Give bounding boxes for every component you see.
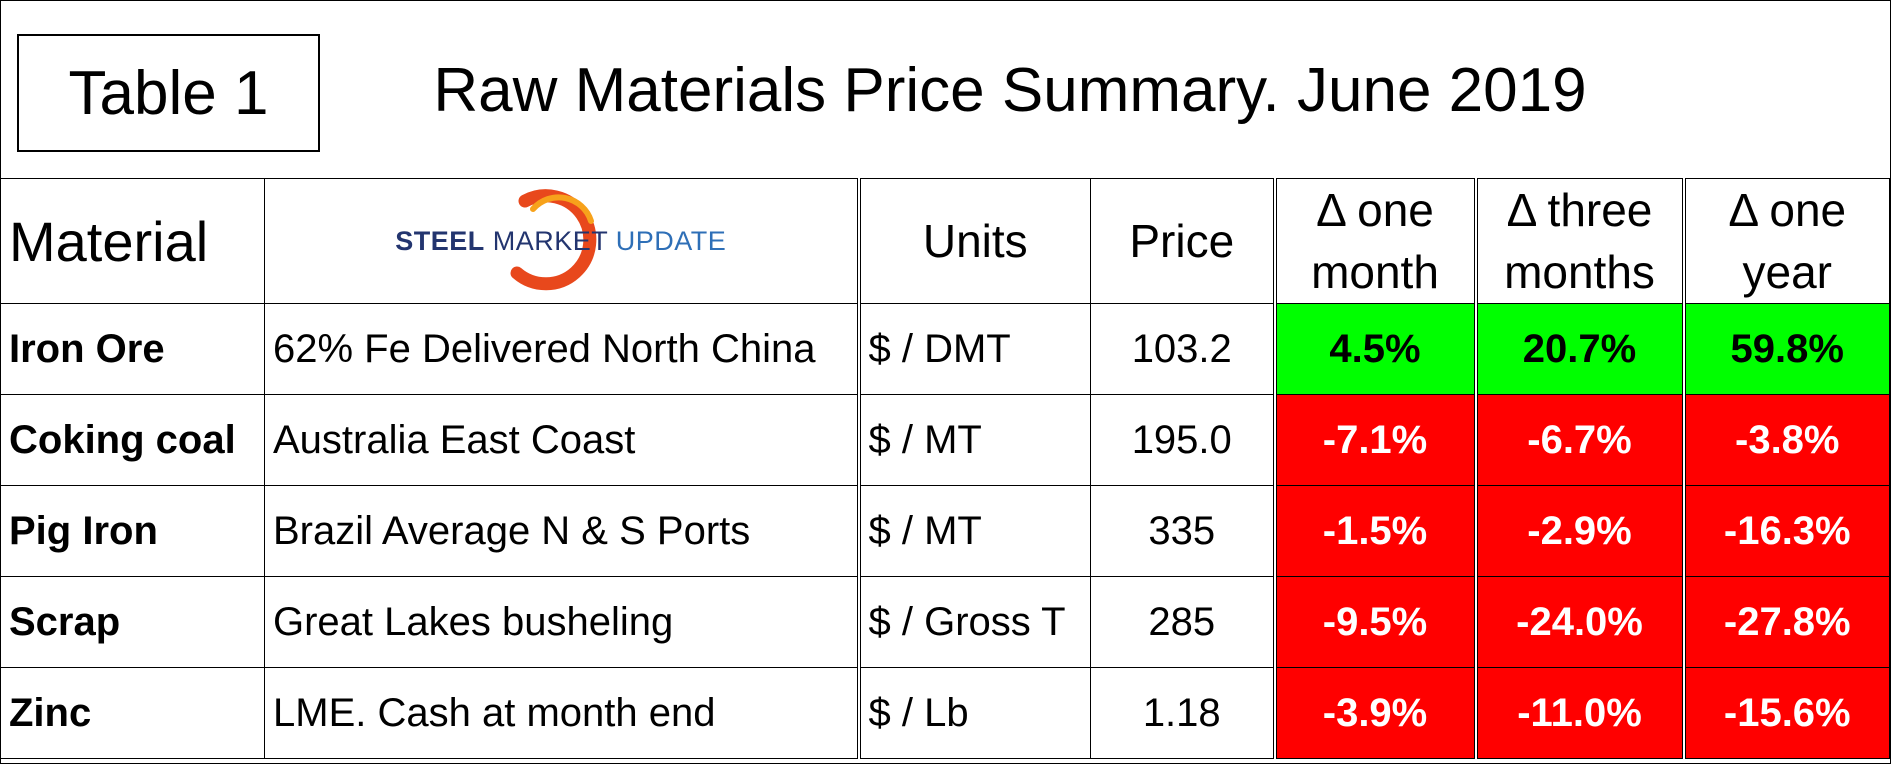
delta-three-months-cell: -6.7%	[1473, 394, 1684, 486]
header-delta-one-year-line2: year	[1742, 246, 1832, 298]
delta-one-month-cell: -7.1%	[1272, 394, 1476, 486]
price-summary-table: Material STEEL MARKET UPDATE Units Price…	[0, 178, 1890, 759]
units-cell: $ / Gross T	[856, 576, 1091, 668]
header-delta-three-months-line2: months	[1504, 246, 1655, 298]
header-price: Price	[1090, 178, 1275, 304]
header-delta-one-month-line1: Δ one	[1316, 184, 1434, 236]
header-delta-one-month-line2: month	[1311, 246, 1439, 298]
material-cell: Iron Ore	[0, 303, 265, 395]
logo-steel: STEEL	[395, 225, 485, 256]
page-title: Raw Materials Price Summary. June 2019	[433, 55, 1587, 125]
price-cell: 335	[1090, 485, 1275, 577]
delta-one-month-cell: -3.9%	[1272, 667, 1476, 759]
units-cell: $ / Lb	[856, 667, 1091, 759]
logo-market: MARKET	[492, 225, 608, 256]
material-cell: Coking coal	[0, 394, 265, 486]
logo-cell: STEEL MARKET UPDATE	[264, 178, 859, 304]
delta-one-month-cell: -9.5%	[1272, 576, 1476, 668]
logo-wordmark: STEEL MARKET UPDATE	[395, 226, 726, 257]
logo-update: UPDATE	[615, 225, 727, 256]
table-row: Zinc LME. Cash at month end $ / Lb 1.18 …	[0, 667, 1890, 759]
description-cell: Australia East Coast	[264, 394, 859, 486]
description-cell: 62% Fe Delivered North China	[264, 303, 859, 395]
delta-three-months-cell: 20.7%	[1473, 303, 1684, 395]
units-cell: $ / DMT	[856, 303, 1091, 395]
material-cell: Pig Iron	[0, 485, 265, 577]
delta-three-months-cell: -24.0%	[1473, 576, 1684, 668]
description-cell: LME. Cash at month end	[264, 667, 859, 759]
price-cell: 103.2	[1090, 303, 1275, 395]
delta-one-year-cell: -3.8%	[1681, 394, 1890, 486]
units-cell: $ / MT	[856, 485, 1091, 577]
header-material: Material	[0, 178, 265, 304]
delta-three-months-cell: -11.0%	[1473, 667, 1684, 759]
table-row: Pig Iron Brazil Average N & S Ports $ / …	[0, 485, 1890, 577]
table-label: Table 1	[17, 34, 320, 152]
table-header-row: Material STEEL MARKET UPDATE Units Price…	[0, 178, 1890, 304]
header-units: Units	[856, 178, 1091, 304]
price-cell: 285	[1090, 576, 1275, 668]
material-cell: Scrap	[0, 576, 265, 668]
delta-one-year-cell: -27.8%	[1681, 576, 1890, 668]
delta-one-year-cell: -16.3%	[1681, 485, 1890, 577]
steel-market-update-logo: STEEL MARKET UPDATE	[266, 180, 857, 303]
delta-one-year-cell: 59.8%	[1681, 303, 1890, 395]
table-row: Iron Ore 62% Fe Delivered North China $ …	[0, 303, 1890, 395]
units-cell: $ / MT	[856, 394, 1091, 486]
delta-three-months-cell: -2.9%	[1473, 485, 1684, 577]
material-cell: Zinc	[0, 667, 265, 759]
header-delta-one-year: Δ one year	[1681, 178, 1890, 304]
table-row: Scrap Great Lakes busheling $ / Gross T …	[0, 576, 1890, 668]
price-cell: 1.18	[1090, 667, 1275, 759]
description-cell: Brazil Average N & S Ports	[264, 485, 859, 577]
header-delta-three-months: Δ three months	[1473, 178, 1684, 304]
header-delta-one-month: Δ one month	[1272, 178, 1476, 304]
header-delta-three-months-line1: Δ three	[1506, 184, 1653, 236]
delta-one-month-cell: 4.5%	[1272, 303, 1476, 395]
delta-one-month-cell: -1.5%	[1272, 485, 1476, 577]
price-cell: 195.0	[1090, 394, 1275, 486]
logo-swoosh-icon	[510, 189, 597, 291]
delta-one-year-cell: -15.6%	[1681, 667, 1890, 759]
header-delta-one-year-line1: Δ one	[1728, 184, 1847, 236]
description-cell: Great Lakes busheling	[264, 576, 859, 668]
table-row: Coking coal Australia East Coast $ / MT …	[0, 394, 1890, 486]
